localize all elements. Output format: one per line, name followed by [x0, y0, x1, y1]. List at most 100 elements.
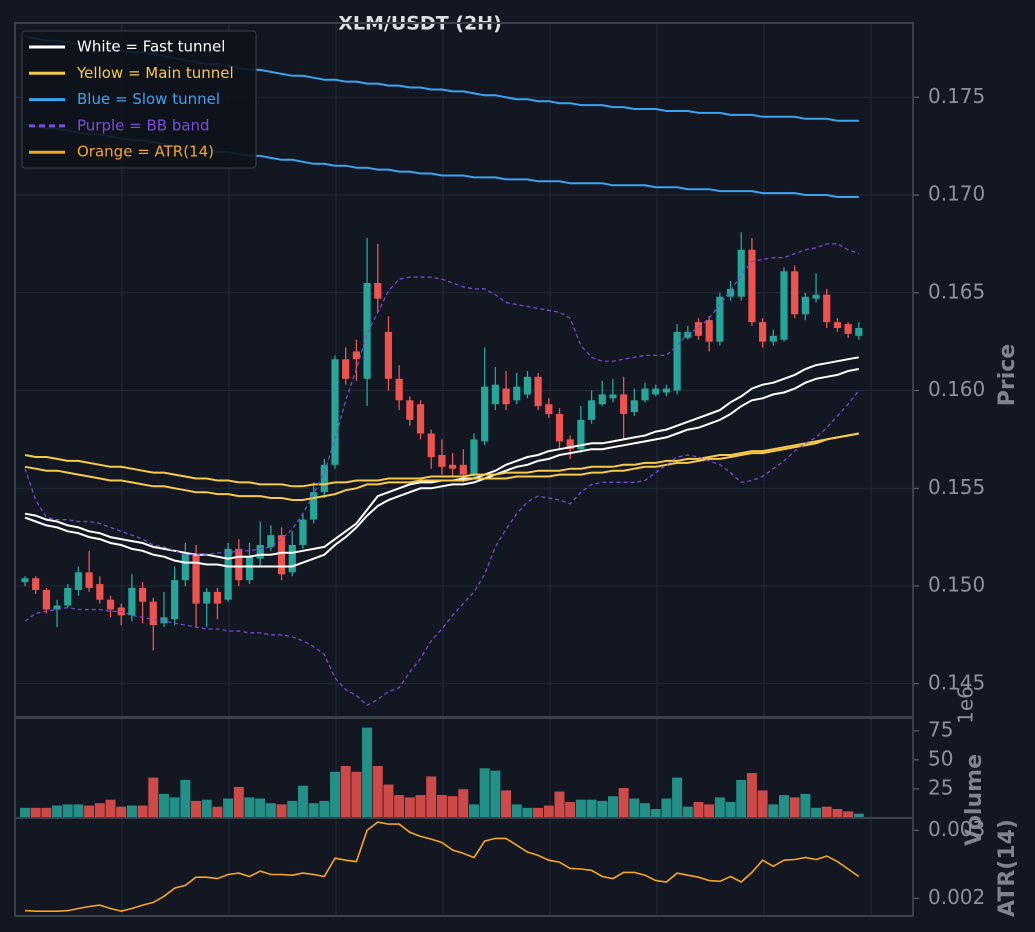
volume-bar	[40, 807, 52, 819]
indicator-line	[24, 821, 860, 913]
candle-body	[545, 404, 553, 414]
candle-body	[32, 578, 40, 590]
candle-body	[203, 591, 211, 604]
indicator-line	[24, 368, 859, 568]
volume-bar	[308, 802, 320, 819]
candle-body	[374, 283, 382, 299]
candle-body	[577, 419, 585, 450]
volume-bar	[393, 794, 405, 819]
candle-body	[705, 320, 713, 342]
candle-body	[652, 388, 660, 395]
candle-body	[288, 544, 296, 573]
candle-body	[363, 283, 371, 379]
candle-body	[245, 556, 254, 581]
candle-body	[160, 617, 168, 624]
candle-body	[235, 548, 243, 581]
candle-body	[416, 404, 425, 434]
volume-bar	[692, 801, 705, 819]
volume-bar	[350, 771, 362, 819]
volume-bar	[62, 803, 74, 819]
volume-bar	[553, 790, 566, 819]
candle-body	[502, 388, 510, 405]
candle-body	[694, 322, 703, 336]
volume-bar	[19, 807, 31, 819]
candle-body	[609, 394, 617, 399]
candle-body	[555, 413, 564, 442]
candle-body	[21, 578, 29, 583]
y-tick-label: 0.175	[928, 84, 985, 108]
indicator-line	[24, 432, 859, 488]
candle-body	[384, 331, 393, 379]
candle-body	[352, 351, 360, 360]
candle-body	[769, 335, 777, 342]
volume-bar	[767, 803, 779, 819]
candle-body	[716, 296, 724, 342]
candle-body	[64, 587, 72, 606]
volume-bar	[233, 786, 245, 819]
legend-box	[21, 30, 257, 169]
volume-bar	[446, 795, 459, 819]
volume-bar	[607, 795, 619, 819]
volume-bar	[799, 793, 811, 819]
legend-label: Orange = ATR(14)	[77, 143, 214, 161]
candle-body	[587, 400, 596, 420]
candle-body	[224, 548, 232, 600]
y-tick-label: 0.160	[928, 377, 985, 401]
volume-bar	[671, 777, 683, 819]
candle-body	[106, 599, 115, 610]
volume-bar	[757, 789, 769, 819]
volume-bar	[660, 797, 672, 819]
candle-body	[74, 572, 83, 590]
volume-bar	[650, 808, 662, 819]
candle-body	[449, 464, 457, 469]
axis-label: Volume	[962, 754, 987, 846]
volume-bar	[83, 804, 95, 819]
panel-frame	[14, 817, 914, 917]
candle-body	[267, 535, 275, 547]
volume-bar	[329, 771, 341, 819]
candle-body	[427, 433, 435, 457]
volume-bar	[511, 803, 523, 819]
y-tick-label: 0.165	[928, 279, 985, 303]
plot-layer	[15, 35, 913, 913]
axis-label: Price	[995, 344, 1020, 406]
volume-bar	[457, 788, 469, 819]
candle-body	[213, 591, 222, 604]
candle-body	[748, 249, 756, 323]
candle-body	[277, 535, 286, 575]
volume-bar	[468, 803, 480, 819]
legend-label: Purple = BB band	[77, 116, 210, 134]
volume-bar	[532, 807, 544, 819]
volume-bar	[94, 802, 106, 819]
candle-body	[181, 552, 189, 581]
volume-bar	[30, 807, 42, 819]
volume-bar	[297, 785, 309, 819]
volume-bar	[735, 779, 747, 819]
volume-bar	[500, 789, 512, 819]
volume-bar	[436, 794, 448, 819]
candle-body	[331, 359, 339, 465]
candle-body	[459, 464, 467, 475]
volume-bar	[361, 727, 373, 819]
candle-body	[85, 572, 93, 588]
candle-body	[630, 400, 638, 413]
candle-body	[96, 584, 104, 600]
volume-bar	[414, 794, 427, 819]
candle-body	[780, 271, 788, 340]
candle-body	[759, 322, 767, 342]
volume-bar	[778, 794, 790, 819]
candle-body	[844, 324, 852, 334]
volume-bar	[639, 802, 651, 819]
candle-body	[737, 249, 745, 297]
candle-body	[53, 605, 61, 610]
indicator-line	[24, 243, 860, 556]
candle-body	[641, 388, 649, 401]
candle-body	[256, 544, 264, 559]
candle-body	[42, 589, 50, 610]
volume-bar	[575, 799, 587, 819]
volume-bar	[372, 765, 384, 819]
volume-bar	[265, 802, 277, 819]
candle-body	[128, 587, 136, 616]
candle-body	[534, 376, 542, 407]
volume-bar	[682, 806, 694, 819]
